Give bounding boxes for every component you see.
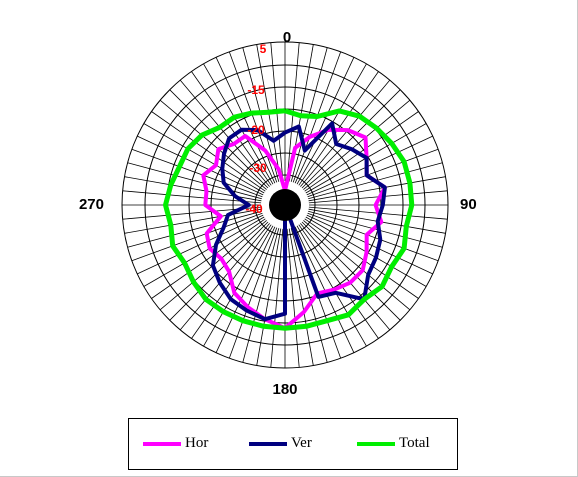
legend-item-total: Total xyxy=(357,433,457,455)
grid-spoke-325 xyxy=(191,71,272,186)
center-hub xyxy=(269,189,301,221)
center-hub-disc xyxy=(269,189,301,221)
radial-tick-label: -30 xyxy=(249,161,267,175)
grid-spoke-205 xyxy=(215,226,276,353)
grid-spoke-335 xyxy=(215,57,276,184)
grid-spoke-65 xyxy=(306,135,433,196)
grid-spoke-240 xyxy=(143,216,265,287)
grid-spoke-175 xyxy=(286,228,300,368)
grid-spoke-155 xyxy=(294,226,355,353)
grid-spoke-260 xyxy=(124,208,262,234)
grid-spoke-145 xyxy=(298,224,379,339)
grid-spoke-340 xyxy=(228,51,278,183)
grid-spoke-185 xyxy=(270,228,284,368)
grid-spoke-255 xyxy=(127,210,262,248)
grid-spoke-125 xyxy=(304,218,419,299)
grid-spoke-190 xyxy=(256,228,282,366)
grid-spoke-245 xyxy=(137,214,264,275)
legend-label-total: Total xyxy=(399,435,430,451)
angle-label-180: 180 xyxy=(272,381,297,398)
angle-label-270: 270 xyxy=(79,196,104,213)
grid-spoke-45 xyxy=(301,89,401,189)
grid-spoke-25 xyxy=(294,57,355,184)
grid-spoke-115 xyxy=(306,214,433,275)
grid-spoke-310 xyxy=(159,99,267,190)
grid-spoke-210 xyxy=(203,225,274,347)
grid-spoke-140 xyxy=(300,223,391,331)
grid-spoke-300 xyxy=(143,123,265,194)
grid-spoke-200 xyxy=(228,227,278,359)
grid-spoke-235 xyxy=(151,218,266,299)
grid-spoke-40 xyxy=(300,79,391,187)
radial-tick-label: -40 xyxy=(245,202,263,216)
grid-spoke-275 xyxy=(122,190,262,204)
grid-spoke-220 xyxy=(179,223,270,331)
grid-spoke-315 xyxy=(169,89,269,189)
grid-spoke-330 xyxy=(203,63,274,185)
legend-swatch-hor xyxy=(143,442,181,446)
angle-label-90: 90 xyxy=(460,196,477,213)
radial-tick-labels: 5 -15 -20 -30 -40 xyxy=(245,42,267,216)
grid-spoke-195 xyxy=(242,228,280,363)
grid-spoke-285 xyxy=(127,162,262,200)
radial-tick-label: 5 xyxy=(260,42,267,56)
grid-spoke-295 xyxy=(137,135,264,196)
grid-spoke-225 xyxy=(169,221,269,321)
grid-spoke-70 xyxy=(307,148,439,198)
grid-spoke-320 xyxy=(179,79,270,187)
radial-tick-label: -20 xyxy=(247,123,265,137)
grid-spoke-250 xyxy=(131,212,263,262)
grid-spoke-50 xyxy=(303,99,411,190)
legend-swatch-ver xyxy=(249,442,287,446)
grid-spoke-135 xyxy=(301,221,401,321)
legend-label-hor: Hor xyxy=(185,435,209,451)
series-line-ver xyxy=(210,121,387,322)
grid-spoke-80 xyxy=(308,176,446,202)
grid-spoke-165 xyxy=(290,228,328,363)
grid-spoke-130 xyxy=(303,220,411,311)
grid-spoke-150 xyxy=(296,225,367,347)
legend-swatch-total xyxy=(357,442,395,446)
series-line-total xyxy=(163,108,415,331)
legend: Hor Ver Total xyxy=(128,418,458,470)
grid-spoke-170 xyxy=(288,228,314,366)
grid-spoke-305 xyxy=(151,111,266,192)
series-layer xyxy=(163,108,415,331)
legend-item-hor: Hor xyxy=(143,433,233,455)
grid-spoke-55 xyxy=(304,111,419,192)
grid-spoke-110 xyxy=(307,212,439,262)
legend-item-ver: Ver xyxy=(249,433,339,455)
angle-label-0: 0 xyxy=(283,29,291,46)
grid-spoke-290 xyxy=(131,148,263,198)
radial-tick-label: -15 xyxy=(247,83,265,97)
legend-label-ver: Ver xyxy=(291,435,312,451)
